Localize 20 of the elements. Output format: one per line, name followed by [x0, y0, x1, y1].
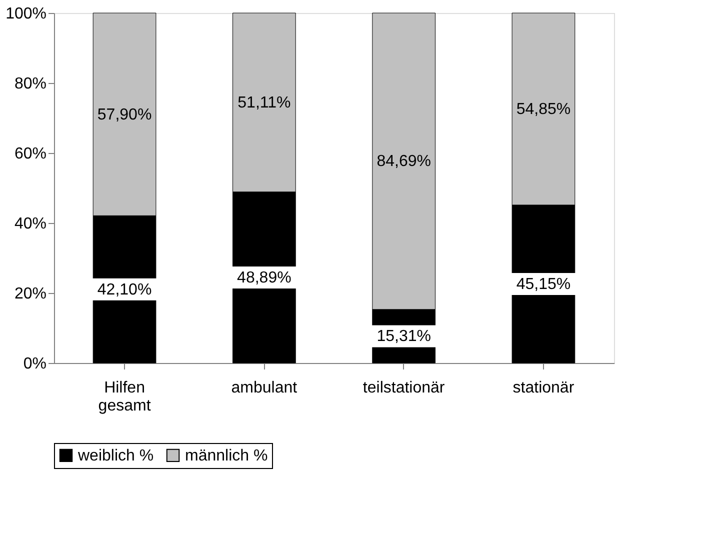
data-label: 54,85% — [516, 100, 571, 118]
y-tick-label: 0% — [23, 356, 46, 372]
y-tick-label: 80% — [14, 76, 46, 92]
data-label: 15,31% — [376, 328, 431, 346]
x-tick-label: Hilfen gesamt — [98, 380, 152, 414]
data-label: 84,69% — [376, 153, 431, 170]
x-tick-label: ambulant — [231, 380, 298, 396]
y-tick-label: 60% — [14, 146, 46, 162]
y-tick-label: 100% — [6, 6, 46, 22]
data-label: 42,10% — [97, 281, 152, 298]
legend-label: männlich % — [185, 447, 268, 464]
y-tick-label: 40% — [14, 216, 46, 232]
y-tick-label: 20% — [14, 286, 46, 302]
data-label: 57,90% — [97, 106, 152, 124]
data-label: 48,89% — [237, 269, 292, 286]
x-tick-label: teilstationär — [362, 380, 446, 396]
data-label: 51,11% — [238, 94, 291, 112]
legend-label: weiblich % — [77, 447, 154, 464]
data-label: 45,15% — [516, 276, 571, 293]
x-tick-label: stationär — [512, 380, 575, 396]
